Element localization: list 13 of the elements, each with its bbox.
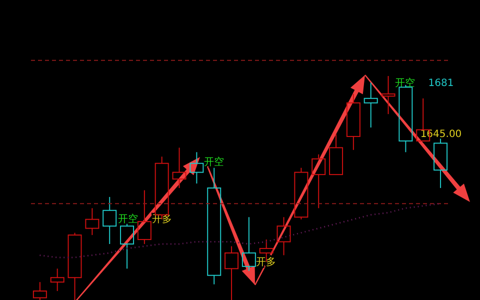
- annotation: 开空: [395, 77, 415, 89]
- candlestick: [346, 93, 360, 150]
- candlestick: [381, 76, 396, 115]
- candlestick: [224, 246, 239, 300]
- candlestick: [364, 82, 378, 128]
- candlestick: [50, 268, 64, 292]
- candlestick: [190, 152, 204, 184]
- candlestick: [172, 147, 186, 188]
- candlestick: [102, 196, 117, 244]
- candlestick: [276, 216, 291, 256]
- annotation: 1681: [428, 78, 454, 89]
- candlestick: [207, 167, 222, 285]
- annotation: 开空: [118, 213, 138, 225]
